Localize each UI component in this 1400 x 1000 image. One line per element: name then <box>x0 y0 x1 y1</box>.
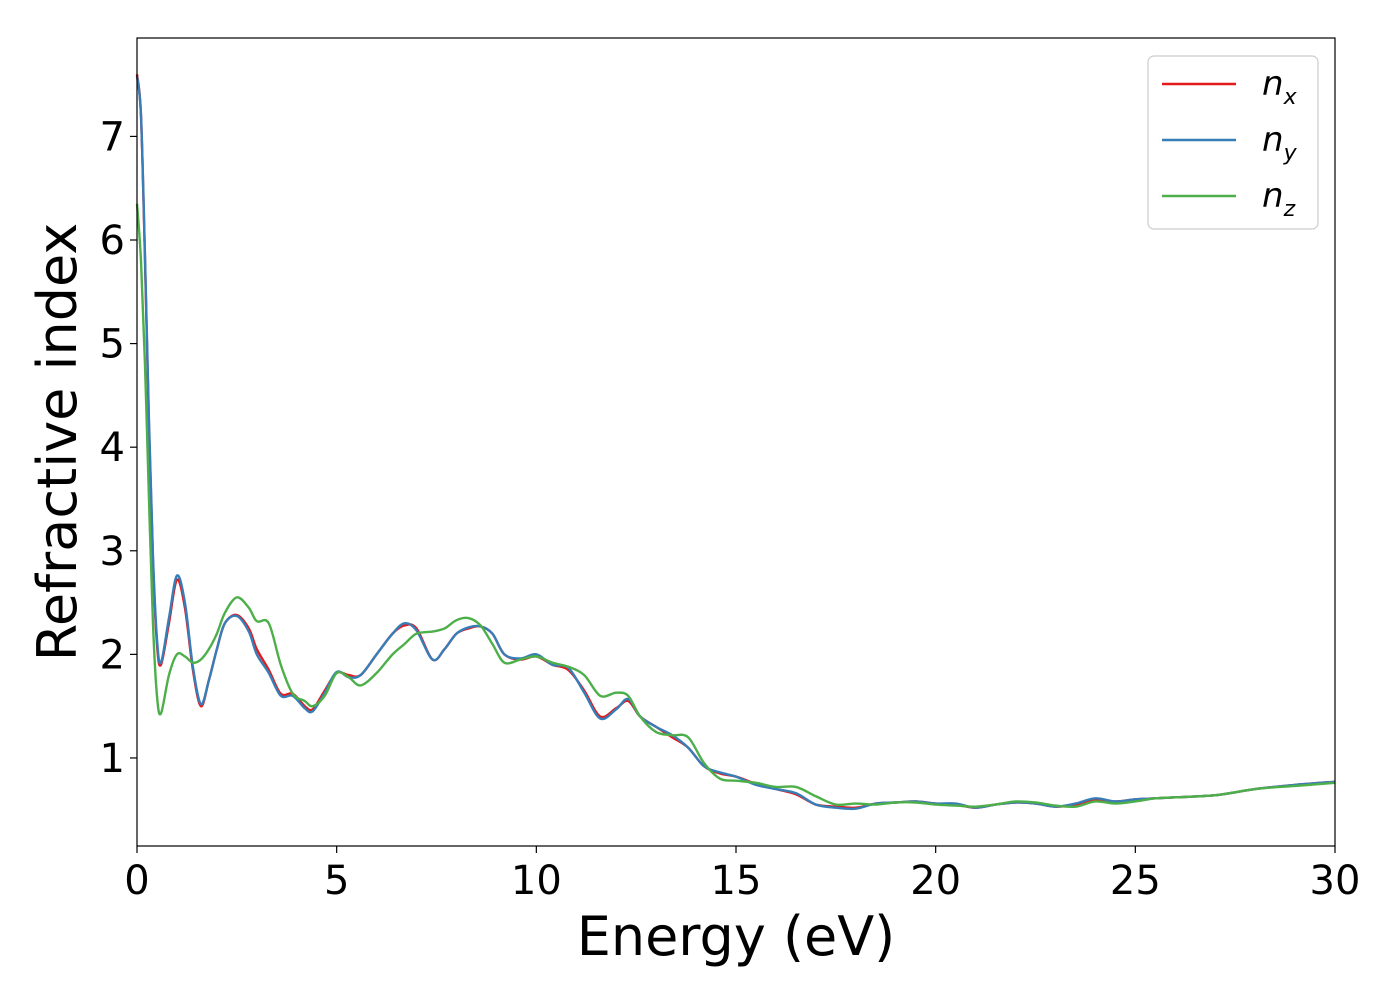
plot-frame <box>136 37 1336 847</box>
x-axis-ticks: 0 5 10 15 20 25 30 <box>124 846 1360 904</box>
x-tick-label: 30 <box>1310 858 1361 904</box>
legend-label-base: n <box>1262 64 1284 104</box>
series-line-n-z <box>135 203 1336 809</box>
x-tick-label: 25 <box>1110 858 1161 904</box>
x-tick-label: 10 <box>511 858 562 904</box>
y-tick-label: 4 <box>100 425 125 471</box>
series-lines <box>135 74 1336 811</box>
y-tick-label: 5 <box>100 322 125 368</box>
y-tick-label: 3 <box>100 529 125 575</box>
x-tick-label: 15 <box>711 858 762 904</box>
x-axis-label: Energy (eV) <box>577 905 896 968</box>
y-axis-label: Refractive index <box>26 223 89 662</box>
x-tick-label: 0 <box>124 858 149 904</box>
legend-label-base: n <box>1262 176 1284 216</box>
legend-label: nx <box>1262 64 1298 110</box>
x-tick-label: 20 <box>910 858 961 904</box>
legend-label: nz <box>1262 176 1296 222</box>
legend-label-base: n <box>1262 120 1284 160</box>
x-tick-label: 5 <box>324 858 349 904</box>
legend-label-subscript: y <box>1283 141 1298 166</box>
y-tick-label: 2 <box>100 632 125 678</box>
legend-label: ny <box>1262 120 1298 166</box>
y-axis-ticks: 1 2 3 4 5 6 7 <box>100 114 137 782</box>
legend-label-subscript: z <box>1283 197 1296 222</box>
y-tick-label: 6 <box>100 218 125 264</box>
y-tick-label: 7 <box>100 114 125 160</box>
y-tick-label: 1 <box>100 736 125 782</box>
legend-box <box>1147 55 1319 230</box>
legend-label-subscript: x <box>1283 85 1298 110</box>
